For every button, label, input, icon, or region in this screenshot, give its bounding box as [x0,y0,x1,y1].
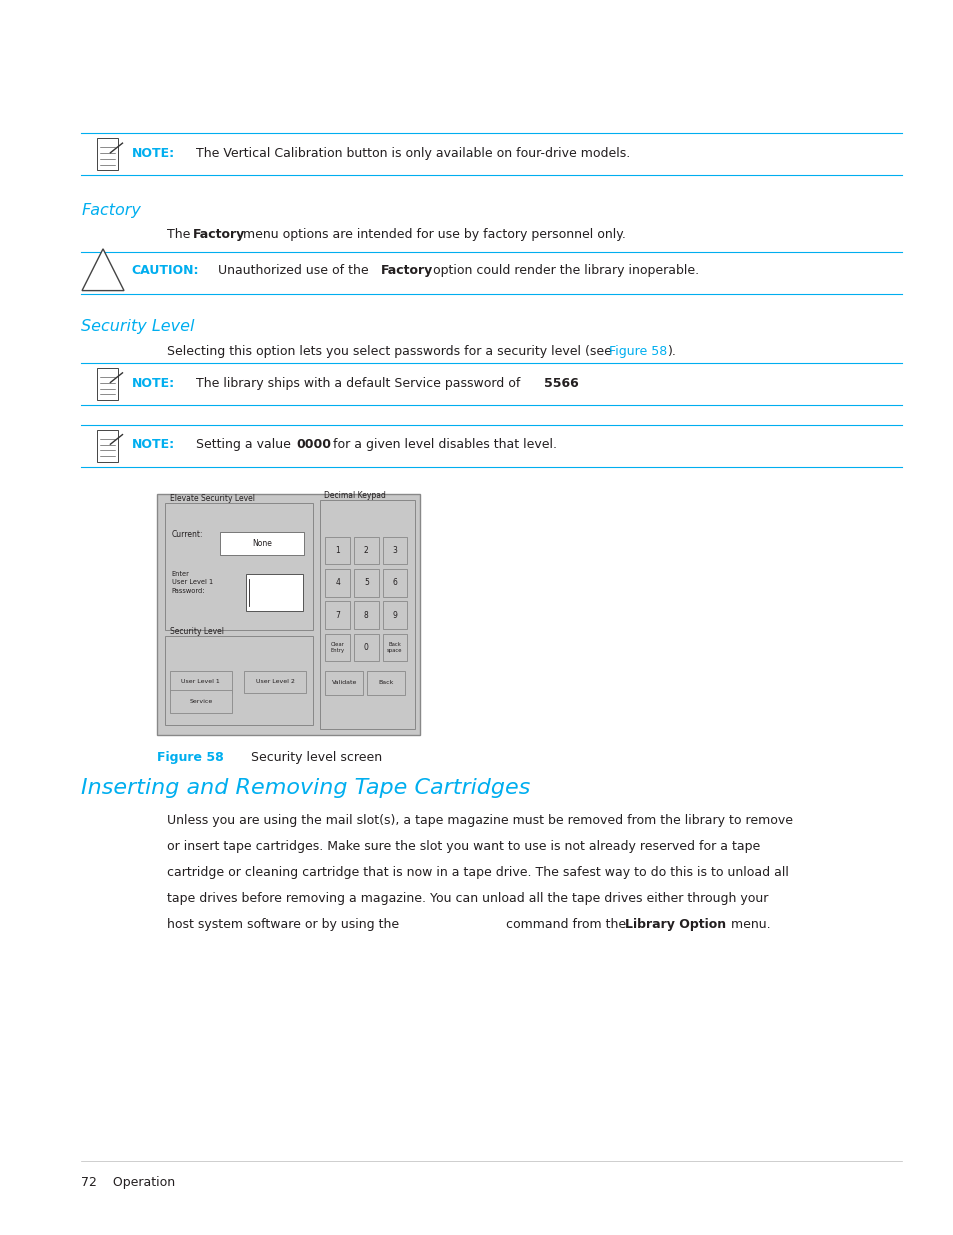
Text: Back: Back [378,680,394,685]
FancyBboxPatch shape [354,569,378,597]
Text: None: None [253,538,272,548]
Text: The: The [167,228,194,242]
Text: NOTE:: NOTE: [132,377,174,390]
Text: Library Option: Library Option [624,918,725,931]
Text: Enter
User Level 1
Password:: Enter User Level 1 Password: [172,571,213,594]
FancyBboxPatch shape [170,671,232,693]
FancyBboxPatch shape [354,634,378,661]
Text: Figure 58: Figure 58 [608,345,666,358]
Text: 72    Operation: 72 Operation [81,1176,175,1189]
Text: ).: ). [667,345,676,358]
Text: 0000: 0000 [296,438,332,452]
Text: .: . [572,377,576,390]
Text: Factory: Factory [193,228,245,242]
FancyBboxPatch shape [96,138,117,170]
FancyBboxPatch shape [325,537,350,564]
Text: NOTE:: NOTE: [132,147,174,161]
Text: 3: 3 [392,546,397,556]
Text: cartridge or cleaning cartridge that is now in a tape drive. The safest way to d: cartridge or cleaning cartridge that is … [167,866,788,879]
Text: or insert tape cartridges. Make sure the slot you want to use is not already res: or insert tape cartridges. Make sure the… [167,840,760,853]
FancyBboxPatch shape [325,671,363,695]
FancyBboxPatch shape [354,537,378,564]
Text: option could render the library inoperable.: option could render the library inoperab… [429,264,699,278]
Text: Elevate Security Level: Elevate Security Level [170,494,254,503]
FancyBboxPatch shape [382,634,407,661]
Text: 4: 4 [335,578,340,588]
FancyBboxPatch shape [165,503,313,630]
Text: for a given level disables that level.: for a given level disables that level. [329,438,557,452]
FancyBboxPatch shape [382,569,407,597]
FancyBboxPatch shape [382,601,407,629]
Text: host system software or by using the: host system software or by using the [167,918,398,931]
Text: 7: 7 [335,610,340,620]
Text: Clear
Entry: Clear Entry [331,642,344,652]
Text: Selecting this option lets you select passwords for a security level (see: Selecting this option lets you select pa… [167,345,616,358]
Text: 9: 9 [392,610,397,620]
Text: 5: 5 [363,578,369,588]
Text: 0: 0 [363,642,369,652]
FancyBboxPatch shape [220,532,304,555]
FancyBboxPatch shape [244,671,306,693]
Text: tape drives before removing a magazine. You can unload all the tape drives eithe: tape drives before removing a magazine. … [167,892,767,905]
FancyBboxPatch shape [325,634,350,661]
Text: Factory: Factory [81,203,141,217]
FancyBboxPatch shape [382,537,407,564]
Text: User Level 2: User Level 2 [255,679,294,684]
Text: command from the: command from the [505,918,629,931]
FancyBboxPatch shape [96,368,117,400]
Text: Inserting and Removing Tape Cartridges: Inserting and Removing Tape Cartridges [81,778,530,798]
Text: Validate: Validate [332,680,356,685]
Text: User Level 1: User Level 1 [181,679,220,684]
Text: Setting a value: Setting a value [195,438,294,452]
FancyBboxPatch shape [354,601,378,629]
FancyBboxPatch shape [246,574,303,611]
FancyBboxPatch shape [165,636,313,725]
Text: CAUTION:: CAUTION: [132,264,199,278]
Text: Unless you are using the mail slot(s), a tape magazine must be removed from the : Unless you are using the mail slot(s), a… [167,814,792,827]
FancyBboxPatch shape [170,690,232,713]
FancyBboxPatch shape [367,671,405,695]
Text: Decimal Keypad: Decimal Keypad [324,492,386,500]
Text: Security Level: Security Level [81,319,194,333]
Text: Back
space: Back space [387,642,402,652]
FancyBboxPatch shape [96,430,117,462]
Text: 8: 8 [364,610,368,620]
FancyBboxPatch shape [157,494,419,735]
Text: Security level screen: Security level screen [243,751,382,764]
Text: 6: 6 [392,578,397,588]
Text: Unauthorized use of the: Unauthorized use of the [217,264,372,278]
Text: The library ships with a default Service password of: The library ships with a default Service… [195,377,523,390]
Text: Factory: Factory [380,264,433,278]
FancyBboxPatch shape [325,569,350,597]
Text: NOTE:: NOTE: [132,438,174,452]
Text: 1: 1 [335,546,339,556]
Text: Security Level: Security Level [170,627,224,636]
Polygon shape [82,249,124,290]
Text: menu.: menu. [726,918,770,931]
FancyBboxPatch shape [325,601,350,629]
FancyBboxPatch shape [319,500,415,729]
Text: The Vertical Calibration button is only available on four-drive models.: The Vertical Calibration button is only … [195,147,629,161]
Text: Current:: Current: [172,530,203,538]
Text: menu options are intended for use by factory personnel only.: menu options are intended for use by fac… [239,228,626,242]
Text: 5566: 5566 [543,377,578,390]
Text: 2: 2 [364,546,368,556]
Text: Service: Service [189,699,213,704]
Text: Figure 58: Figure 58 [157,751,224,764]
